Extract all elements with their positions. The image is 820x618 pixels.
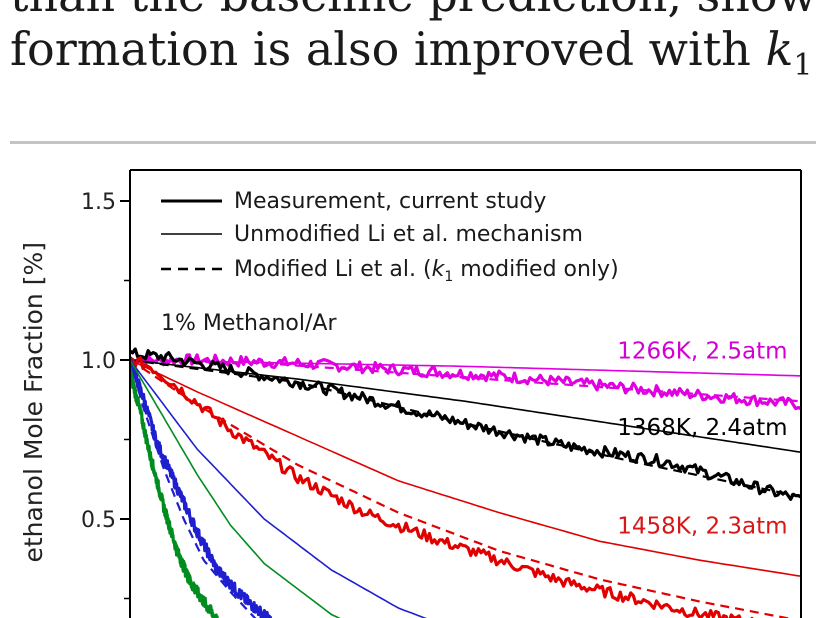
caption-line-previous: than the baseline prediction, showing th… [10,0,815,22]
caption-variable: k [765,22,794,76]
legend: Measurement, current study Unmodified Li … [161,189,619,336]
series-label-magenta: 1266K, 2.5atm [617,338,787,364]
modified-line-red [130,359,793,618]
caption-line: formation is also improved with k1 [10,22,812,83]
modified-line-blue [130,359,257,618]
caption-text: than the baseline prediction, showing th… [10,0,815,86]
measurement-line-magenta [130,353,801,411]
y-axis-label: ethanol Mole Fraction [%] [19,242,48,563]
unmodified-line-black [130,359,801,453]
legend-label-1: Unmodified Li et al. mechanism [234,222,583,247]
measurement-line-green [130,369,219,618]
series-blue [130,356,428,618]
unmodified-line-green [130,359,341,618]
series-magenta [130,353,801,411]
section-divider [10,141,816,144]
unmodified-line-red [130,359,801,577]
legend-label-0: Measurement, current study [234,189,546,214]
axis-layer: 0.5 1.0 1.5 ethanol Mole Fraction [%] [19,190,130,600]
series-layer [130,347,801,618]
measurement-line-red [130,356,754,618]
series-green [130,359,341,618]
y-tick-label-2: 1.5 [81,190,116,215]
chart-annotation: 1% Methanol/Ar [161,311,337,336]
series-black [130,347,801,501]
plot-frame-layer [129,169,802,618]
series-label-layer: 1266K, 2.5atm 1368K, 2.4atm 1458K, 2.3atm [617,338,787,539]
measurement-line-blue [130,356,273,618]
series-label-black: 1368K, 2.4atm [617,415,787,441]
y-tick-label-0: 0.5 [81,508,116,533]
caption-line-text: formation is also improved with [10,22,766,76]
series-red [130,356,801,618]
legend-label-2: Modified Li et al. (k1 modified only) [234,257,619,285]
series-label-red: 1458K, 2.3atm [617,513,787,539]
y-tick-label-1: 1.0 [81,349,116,374]
unmodified-line-blue [130,359,428,618]
measurement-line-black [130,347,801,501]
caption-variable-subscript: 1 [793,48,813,84]
